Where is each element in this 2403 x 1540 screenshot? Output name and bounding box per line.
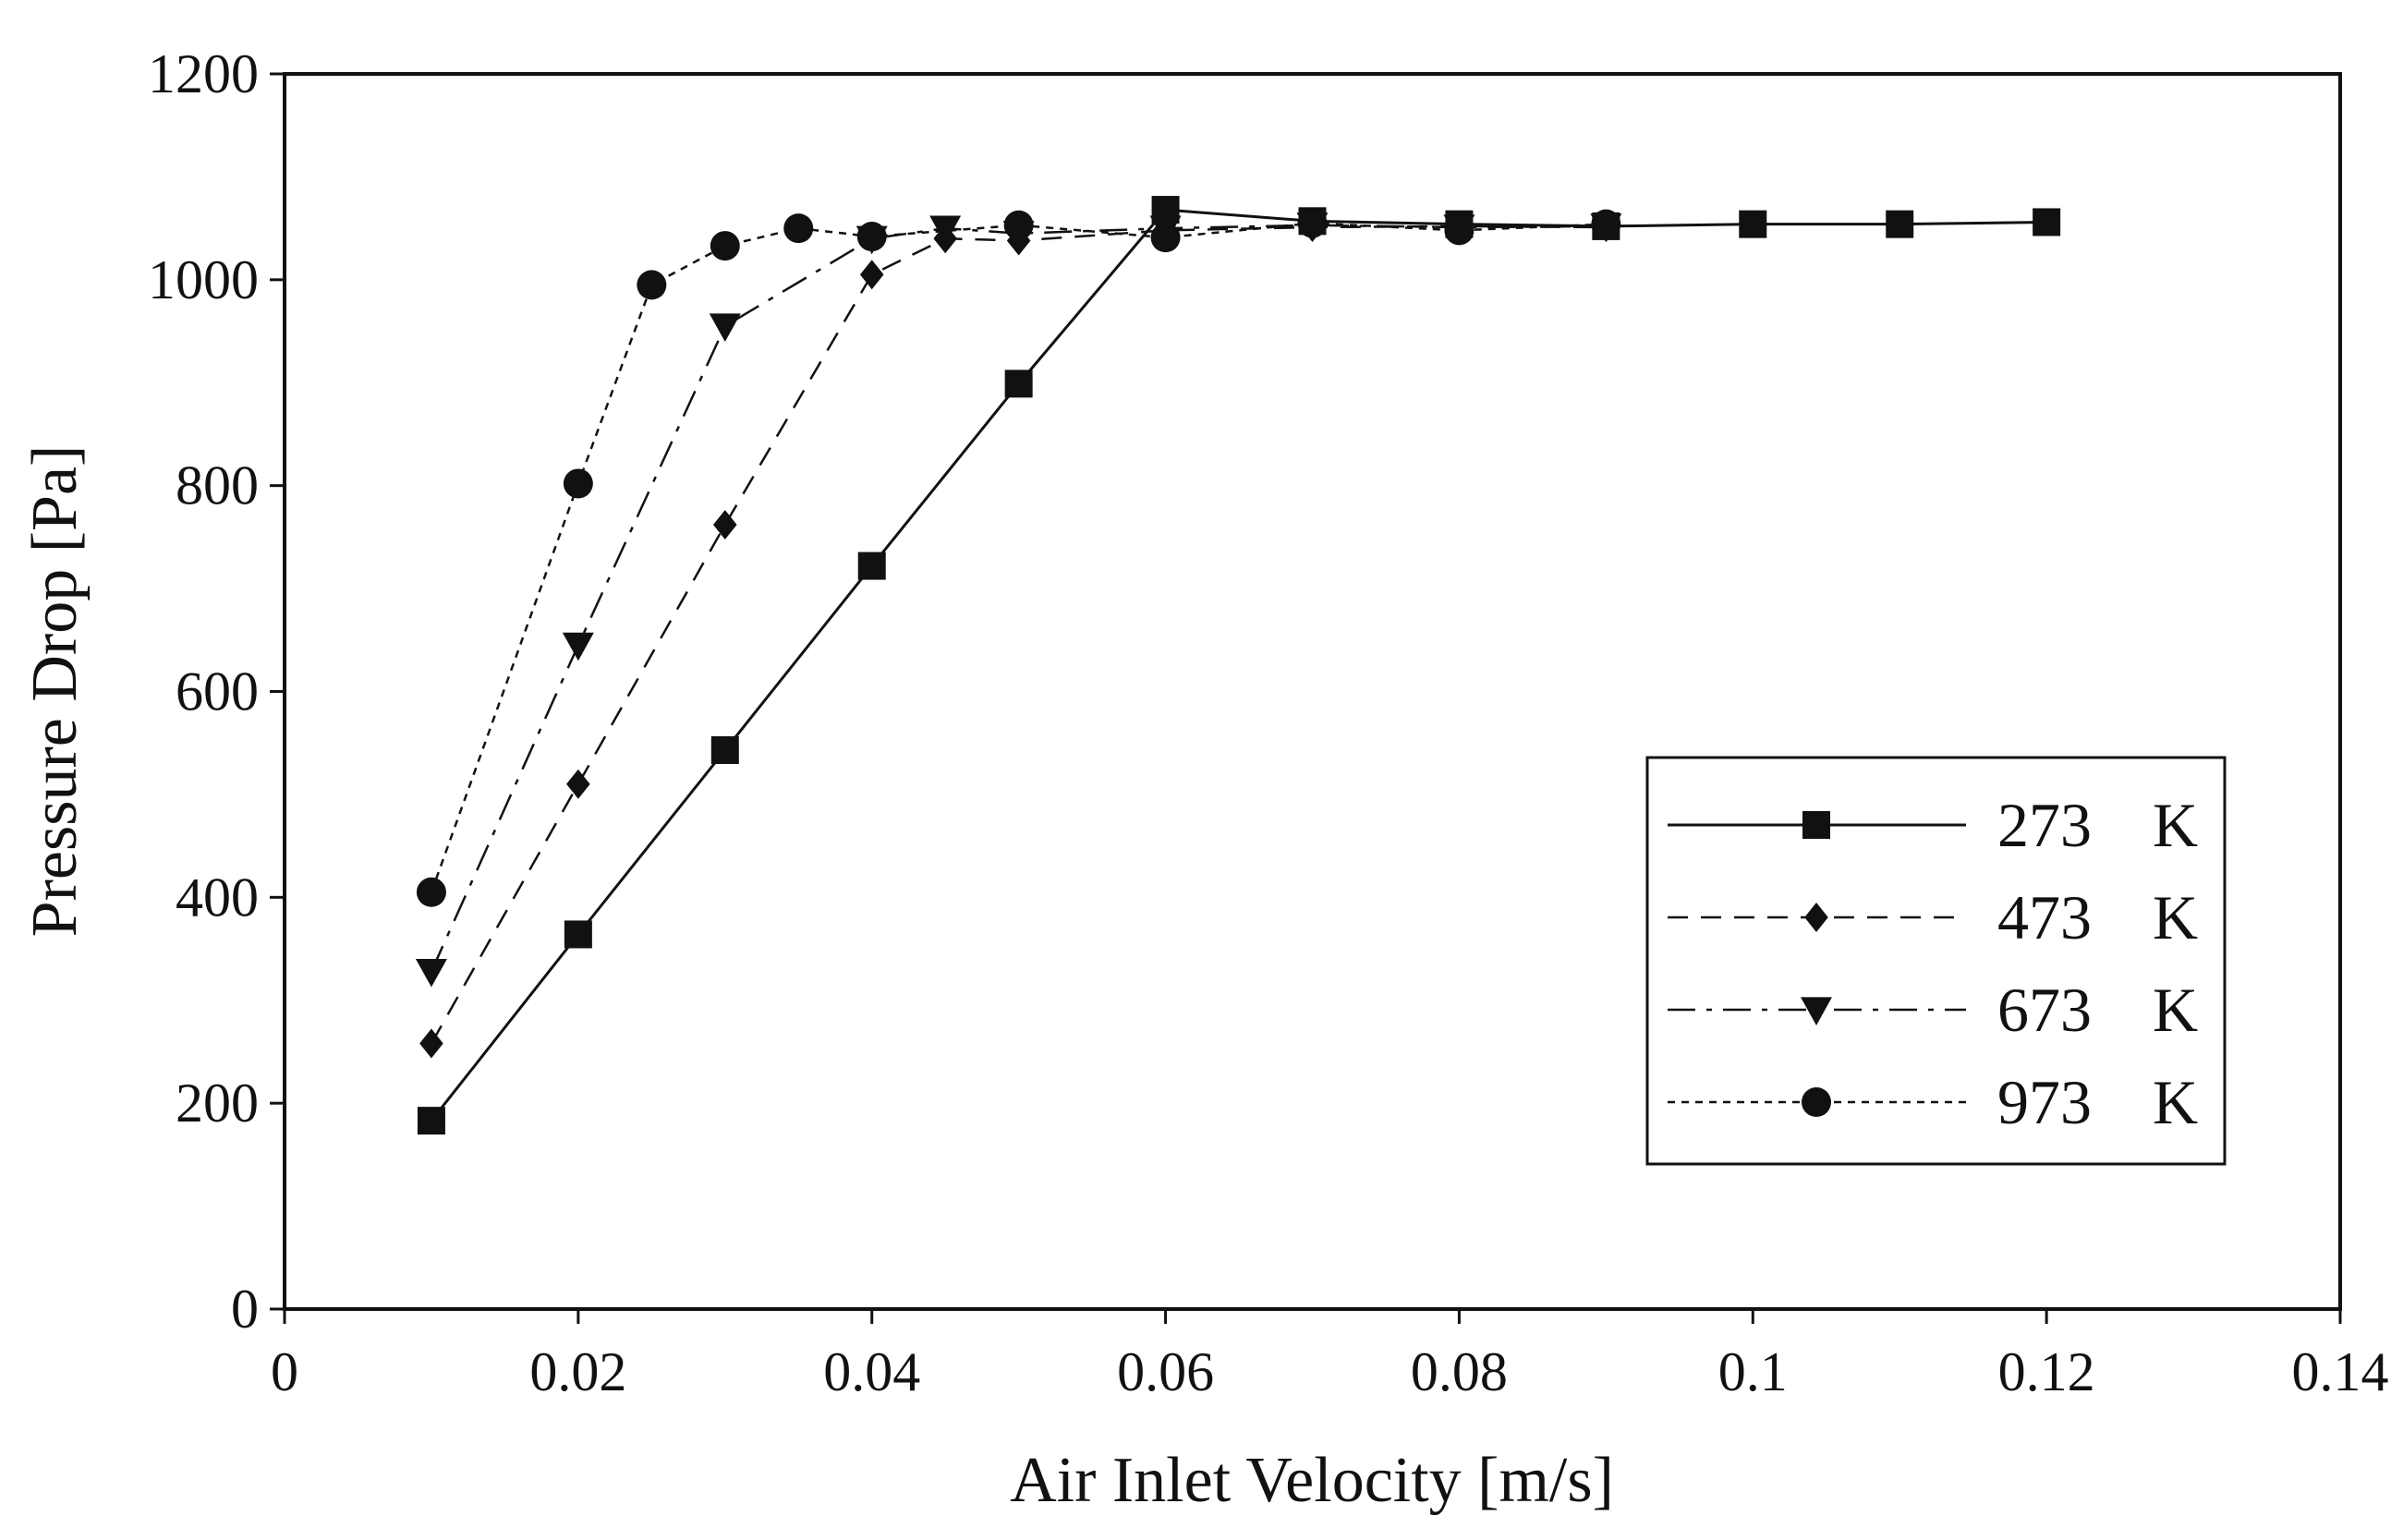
data-point (783, 213, 814, 244)
legend-marker (1802, 811, 1830, 839)
data-point (416, 877, 446, 907)
data-point (2033, 208, 2061, 236)
series-line (430, 224, 1607, 973)
legend-unit-label: K (2153, 882, 2198, 952)
x-tick-label: 0.1 (1718, 1341, 1788, 1402)
legend-item: 473 K (1668, 882, 2198, 952)
series-line (430, 224, 1607, 1045)
y-tick-label: 800 (176, 455, 259, 516)
legend-item: 673 K (1668, 975, 2198, 1045)
data-point (1591, 209, 1621, 239)
data-point (637, 270, 667, 300)
x-tick-label: 0.12 (1998, 1341, 2095, 1402)
x-tick-label: 0.04 (823, 1341, 920, 1402)
data-point (1150, 223, 1181, 253)
legend: 273 K 473 K 673 K 973 K (1645, 756, 2227, 1166)
data-point (1003, 210, 1034, 240)
legend-item: 973 K (1668, 1067, 2198, 1137)
data-point (563, 468, 593, 499)
y-axis-title: Pressure Drop [Pa] (19, 445, 91, 938)
legend-marker (1802, 1087, 1831, 1117)
data-point (712, 510, 737, 540)
series-673-k (415, 212, 1622, 988)
y-tick-label: 200 (176, 1073, 259, 1134)
data-point (856, 222, 887, 252)
data-point (419, 1028, 443, 1059)
x-tick-label: 0.06 (1117, 1341, 1214, 1402)
x-axis-title: Air Inlet Velocity [m/s] (1010, 1445, 1614, 1516)
data-point (859, 260, 884, 290)
x-tick-label: 0.14 (2292, 1341, 2389, 1402)
legend-temp-label: 473 (1997, 882, 2092, 952)
data-point (562, 632, 594, 661)
x-tick-label: 0.08 (1411, 1341, 1508, 1402)
data-point (564, 920, 592, 949)
legend-temp-label: 673 (1997, 975, 2092, 1045)
data-point (1297, 208, 1328, 238)
y-tick-label: 0 (231, 1279, 259, 1340)
legend-unit-label: K (2153, 790, 2198, 860)
series-line (430, 222, 1607, 893)
data-point (710, 736, 739, 765)
y-tick-label: 1200 (148, 43, 259, 104)
data-point (566, 769, 590, 799)
y-tick-label: 400 (176, 867, 259, 928)
axes: 0 0.02 0.04 0.06 0.08 0.1 0.12 0.14 0 200 400 600 80… (148, 43, 2389, 1402)
legend-marker (1801, 997, 1832, 1025)
data-point (1444, 215, 1475, 246)
series-473-k (419, 211, 1619, 1059)
series-layer (415, 196, 2061, 1135)
y-tick-label: 1000 (148, 249, 259, 310)
data-point (1886, 210, 1914, 238)
legend-marker (1804, 903, 1828, 932)
data-point (417, 1107, 445, 1135)
legend-temp-label: 973 (1997, 1067, 2092, 1137)
legend-entries: 273 K 473 K 673 K 973 K (1668, 790, 2198, 1137)
data-point (1004, 370, 1033, 398)
legend-temp-label: 273 (1997, 790, 2092, 860)
data-point (710, 231, 740, 261)
data-point (709, 313, 741, 342)
data-point (929, 215, 962, 245)
series-line (430, 208, 2047, 1122)
legend-unit-label: K (2153, 1067, 2198, 1137)
x-tick-label: 0.02 (529, 1341, 626, 1402)
data-point (415, 958, 447, 988)
legend-item: 273 K (1668, 790, 2198, 860)
x-tick-label: 0 (271, 1341, 298, 1402)
series-973-k (416, 208, 1621, 907)
data-point (857, 552, 886, 580)
legend-unit-label: K (2153, 975, 2198, 1045)
data-point (1739, 210, 1767, 238)
y-tick-label: 600 (176, 661, 259, 722)
